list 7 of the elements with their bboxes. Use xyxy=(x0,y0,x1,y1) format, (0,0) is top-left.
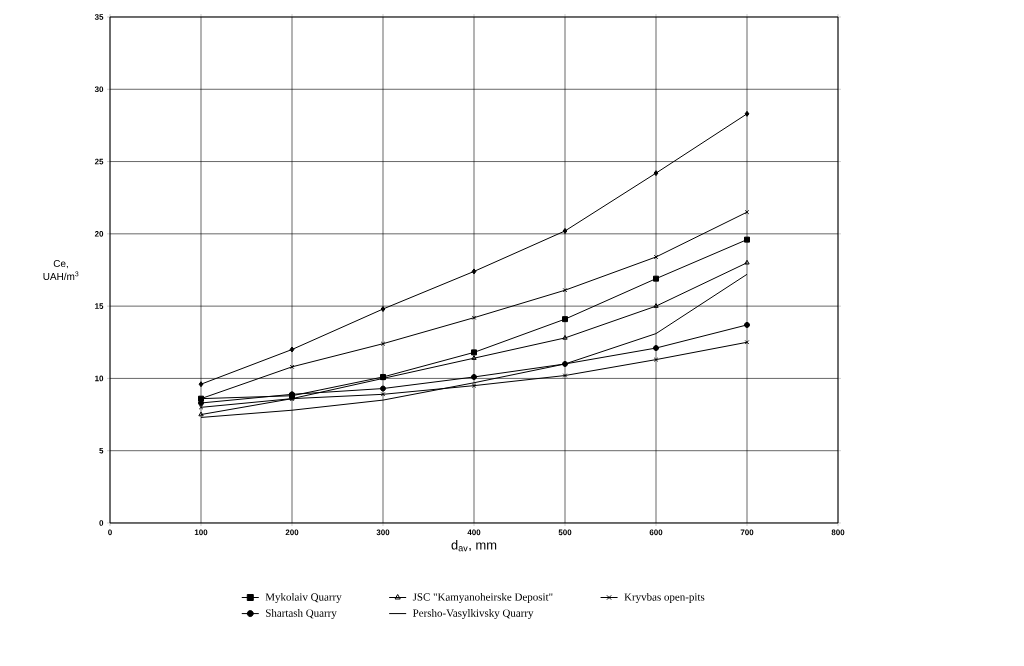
legend-label: Shartash Quarry xyxy=(266,609,337,619)
legend-label: Persho-Vasylkivsky Quarry xyxy=(412,609,534,619)
x-axis-title: d$_{av}$, mm xyxy=(451,539,497,552)
legend-label: JSC "Kamyanoheirske Deposit" xyxy=(412,592,553,603)
legend-label: Kryvbas open-pits xyxy=(624,592,705,603)
legend-label: Mykolaiv Quarry xyxy=(265,592,342,603)
y-axis-title: Ce, UAH/m$^{3}$ xyxy=(43,259,79,280)
